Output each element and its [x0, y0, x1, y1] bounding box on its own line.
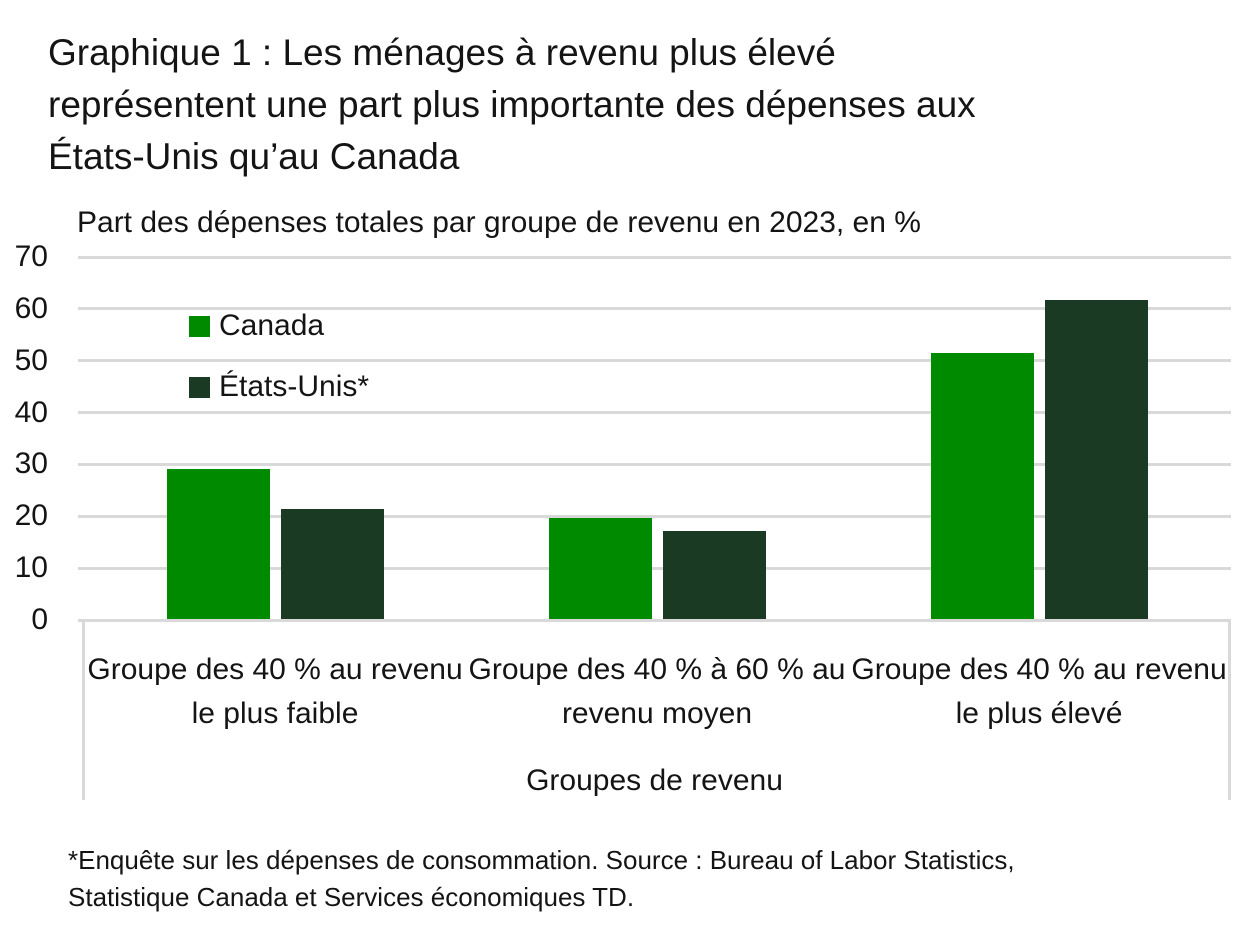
chart-title-line-2: représentent une part plus importante de…	[48, 84, 976, 125]
category-label: Groupe des 40 % au revenu le plus faible	[87, 653, 463, 730]
category-label: Groupe des 40 % au revenu le plus élevé	[851, 653, 1227, 730]
y-tick-label: 60	[14, 292, 48, 325]
gridline	[78, 567, 1231, 570]
footnote-line-2: Statistique Canada et Services économiqu…	[68, 882, 635, 912]
gridline	[78, 307, 1231, 310]
legend-label-canada: Canada	[219, 309, 325, 342]
y-tick-label: 30	[14, 447, 48, 480]
axis-frame-right	[1228, 620, 1231, 800]
gridline	[78, 256, 1231, 259]
x-axis-title: Groupes de revenu	[526, 764, 783, 797]
x-axis-line	[78, 619, 1231, 622]
legend: Canada États-Unis*	[189, 309, 370, 433]
chart-title: Graphique 1 : Les ménages à revenu plus …	[48, 27, 976, 183]
y-tick-label: 10	[14, 551, 48, 584]
etats-unis-series-swatch-icon	[189, 376, 210, 398]
legend-item-etats-unis: États-Unis*	[189, 370, 370, 403]
legend-item-canada: Canada	[189, 309, 369, 342]
gridline	[78, 515, 1231, 518]
bar-etats-unis	[281, 509, 384, 619]
y-tick-label: 50	[14, 344, 48, 377]
y-tick-label: 20	[14, 499, 48, 532]
gridline	[78, 411, 1231, 414]
bar-etats-unis	[663, 531, 766, 619]
chart-subtitle: Part des dépenses totales par groupe de …	[77, 206, 921, 239]
y-tick-label: 70	[14, 240, 48, 273]
bar-canada	[549, 518, 652, 619]
canada-series-swatch-icon	[189, 315, 210, 337]
category-label: Groupe des 40 % à 60 % au revenu moyen	[468, 653, 846, 730]
y-tick-label: 0	[31, 603, 48, 636]
footnote: *Enquête sur les dépenses de consommatio…	[68, 842, 1015, 916]
bar-canada	[167, 469, 270, 619]
axis-frame-left	[82, 620, 85, 800]
y-tick-label: 40	[14, 396, 48, 429]
gridline	[78, 463, 1231, 466]
bar-etats-unis	[1045, 300, 1148, 619]
legend-label-etats-unis: États-Unis*	[219, 370, 370, 403]
footnote-line-1: *Enquête sur les dépenses de consommatio…	[68, 845, 1015, 875]
gridline	[78, 359, 1231, 362]
chart-title-line-1: Graphique 1 : Les ménages à revenu plus …	[48, 32, 836, 73]
chart-title-line-3: États-Unis qu’au Canada	[48, 136, 460, 177]
bar-canada	[931, 353, 1034, 619]
